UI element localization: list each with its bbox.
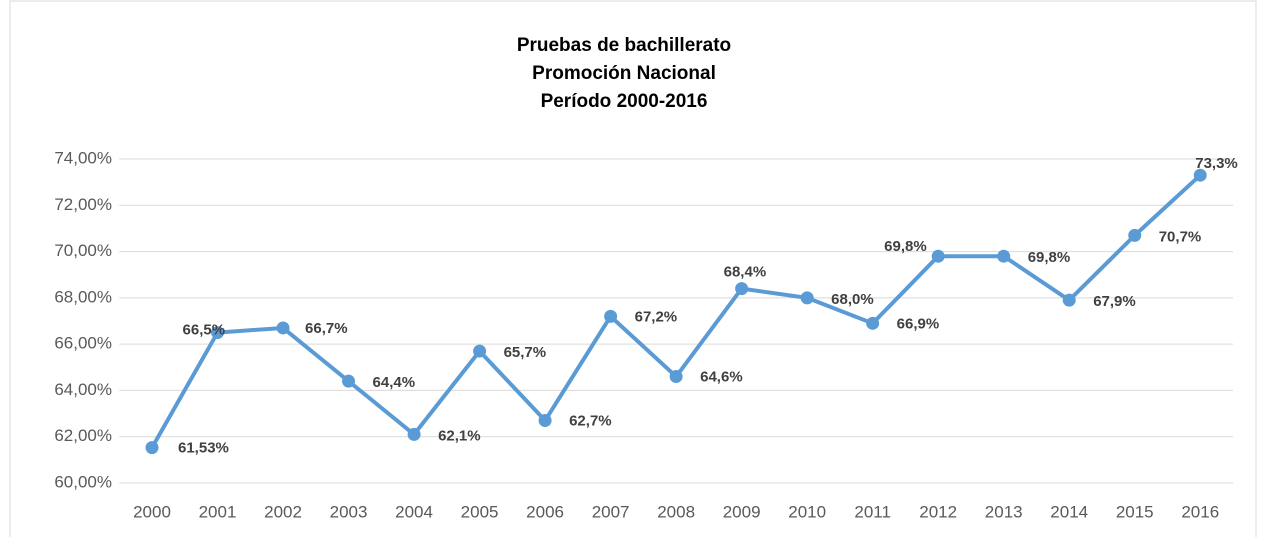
x-tick-label: 2006 (526, 502, 564, 521)
data-label: 67,9% (1093, 293, 1136, 310)
y-tick-label: 62,00% (54, 426, 112, 445)
x-tick-label: 2014 (1050, 502, 1088, 521)
x-tick-label: 2007 (592, 502, 630, 521)
data-point (997, 249, 1011, 263)
data-label: 70,7% (1159, 228, 1202, 245)
data-label: 73,3% (1195, 155, 1238, 172)
x-tick-label: 2010 (788, 502, 826, 521)
y-tick-label: 68,00% (54, 287, 112, 306)
chart-title: Pruebas de bachillerato (517, 35, 731, 56)
data-point (145, 441, 159, 455)
data-point (669, 370, 683, 384)
data-point (538, 414, 552, 428)
data-point (800, 291, 814, 305)
data-point (604, 309, 618, 323)
chart-frame (9, 0, 1257, 537)
y-tick-label: 74,00% (54, 148, 112, 167)
x-tick-label: 2002 (264, 502, 302, 521)
x-tick-label: 2008 (657, 502, 695, 521)
x-tick-label: 2009 (723, 502, 761, 521)
data-label: 66,5% (183, 322, 226, 339)
x-tick-label: 2004 (395, 502, 433, 521)
data-label: 69,8% (884, 238, 927, 255)
data-label: 68,0% (831, 291, 874, 308)
data-label: 62,1% (438, 427, 481, 444)
x-tick-label: 2000 (133, 502, 171, 521)
data-point (473, 344, 487, 358)
x-tick-label: 2011 (854, 502, 891, 521)
x-tick-label: 2001 (199, 502, 237, 521)
chart-title: Promoción Nacional (532, 63, 716, 84)
x-tick-label: 2003 (330, 502, 368, 521)
data-label: 66,7% (305, 320, 348, 337)
data-label: 68,4% (724, 264, 767, 281)
data-label: 65,7% (504, 344, 547, 361)
data-point (931, 249, 945, 263)
data-label: 61,53% (178, 440, 229, 457)
y-tick-label: 70,00% (54, 241, 112, 260)
data-point (276, 321, 290, 335)
data-point (735, 282, 749, 296)
x-tick-label: 2016 (1181, 502, 1219, 521)
y-tick-label: 60,00% (54, 472, 112, 491)
data-label: 64,6% (700, 369, 743, 386)
data-label: 64,4% (373, 374, 416, 391)
data-label: 69,8% (1028, 249, 1071, 266)
y-tick-label: 72,00% (54, 195, 112, 214)
chart-title: Período 2000-2016 (541, 91, 708, 112)
data-point (1193, 168, 1207, 182)
data-label: 62,7% (569, 412, 612, 429)
data-label: 66,9% (897, 315, 940, 332)
data-point (342, 374, 356, 388)
x-tick-label: 2012 (919, 502, 957, 521)
data-point (866, 316, 880, 330)
y-tick-label: 64,00% (54, 380, 112, 399)
x-tick-label: 2015 (1116, 502, 1154, 521)
y-tick-label: 66,00% (54, 334, 112, 353)
data-point (407, 427, 421, 441)
x-tick-label: 2013 (985, 502, 1023, 521)
data-point (211, 326, 225, 340)
data-label: 67,2% (635, 308, 678, 325)
data-point (1062, 293, 1076, 307)
x-tick-label: 2005 (461, 502, 499, 521)
data-point (1128, 228, 1142, 242)
